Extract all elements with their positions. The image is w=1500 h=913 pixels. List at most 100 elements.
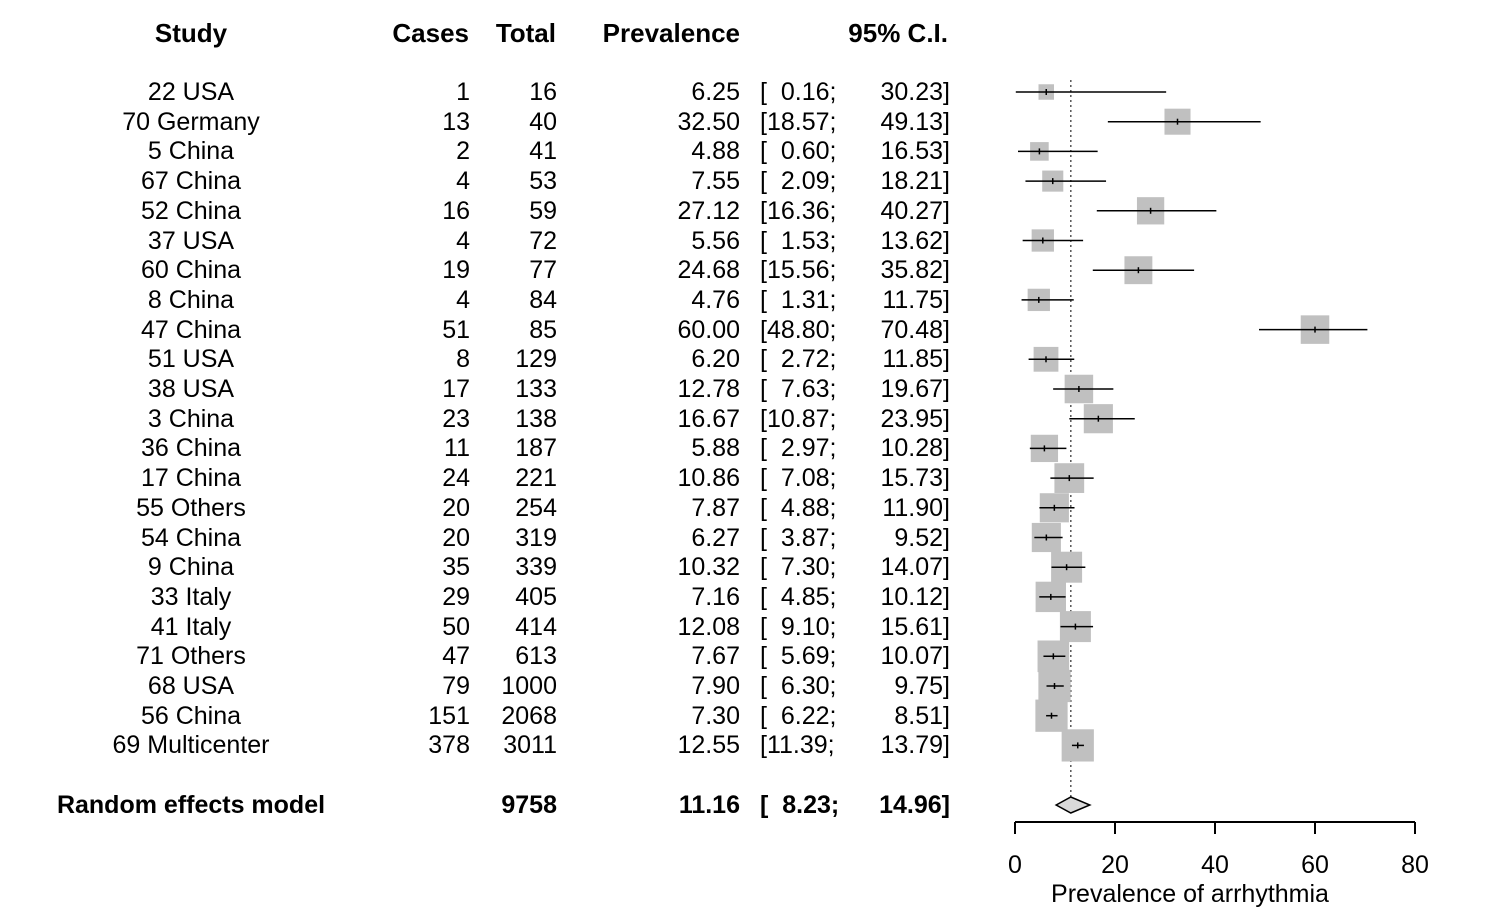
- study-ci: [ 7.08; 15.73]: [760, 464, 950, 493]
- study-ci: [ 0.16; 30.23]: [760, 78, 950, 106]
- study-ci: [ 7.63; 19.67]: [760, 375, 950, 403]
- study-prevalence: 16.67: [677, 404, 740, 433]
- study-prevalence: 4.88: [691, 137, 740, 166]
- table-row: 47 China 51 85 60.00 [48.80; 70.48]: [0, 315, 960, 345]
- study-cases: 13: [442, 107, 470, 136]
- study-total: 16: [529, 78, 557, 106]
- study-prevalence: 4.76: [691, 285, 740, 314]
- study-name: 55 Others: [136, 493, 246, 522]
- study-name: 68 USA: [147, 672, 235, 700]
- table-row: 55 Others 20 254 7.87 [ 4.88; 11.90]: [0, 493, 960, 523]
- study-cases: 50: [442, 612, 470, 641]
- study-cases: 4: [456, 226, 470, 255]
- x-tick-label: 80: [1401, 851, 1429, 879]
- study-total: 53: [529, 167, 557, 196]
- table-row: 9 China 35 339 10.32 [ 7.30; 14.07]: [0, 552, 960, 582]
- study-ci: [ 2.09; 18.21]: [760, 167, 950, 196]
- study-name: 37 USA: [147, 226, 235, 255]
- study-total: 319: [515, 523, 557, 552]
- summary-ci: [ 8.23; 14.96]: [760, 791, 950, 819]
- study-prevalence: 7.30: [691, 701, 740, 730]
- summary-total: 9758: [501, 791, 557, 819]
- study-cases: 8: [456, 345, 470, 374]
- study-ci: [ 0.60; 16.53]: [760, 137, 950, 166]
- study-name: 17 China: [140, 464, 242, 493]
- header-total: Total: [495, 18, 556, 48]
- study-cases: 11: [444, 434, 470, 463]
- study-prevalence: 60.00: [677, 315, 740, 344]
- header-study: Study: [154, 18, 228, 48]
- study-name: 47 China: [140, 315, 242, 344]
- study-ci: [10.87; 23.95]: [760, 404, 950, 433]
- table-row: 51 USA 8 129 6.20 [ 2.72; 11.85]: [0, 344, 960, 374]
- study-total: 254: [515, 493, 557, 522]
- study-total: 405: [515, 582, 557, 611]
- study-prevalence: 6.20: [691, 345, 740, 374]
- table-row: 41 Italy 50 414 12.08 [ 9.10; 15.61]: [0, 612, 960, 642]
- study-ci: [18.57; 49.13]: [760, 107, 950, 136]
- study-cases: 378: [428, 731, 470, 760]
- study-prevalence: 12.78: [677, 375, 740, 403]
- table-row: 69 Multicenter 378 3011 12.55 [11.39; 13.79]: [0, 730, 960, 760]
- study-name: 67 China: [140, 167, 242, 196]
- table-row: 38 USA 17 133 12.78 [ 7.63; 19.67]: [0, 374, 960, 404]
- study-prevalence: 12.08: [677, 612, 740, 641]
- study-ci: [ 4.88; 11.90]: [760, 493, 950, 522]
- study-prevalence: 32.50: [677, 107, 740, 136]
- study-ci: [ 5.69; 10.07]: [760, 642, 950, 671]
- study-cases: 151: [428, 701, 470, 730]
- table-row: 17 China 24 221 10.86 [ 7.08; 15.73]: [0, 463, 960, 493]
- summary-prevalence: 11.16: [678, 791, 740, 819]
- study-ci: [ 1.31; 11.75]: [760, 285, 950, 314]
- study-total: 84: [529, 285, 557, 314]
- study-cases: 29: [442, 582, 470, 611]
- study-name: 38 USA: [147, 375, 235, 403]
- study-ci: [ 6.30; 9.75]: [760, 672, 950, 700]
- x-tick-label: 0: [1008, 851, 1022, 879]
- study-ci: [ 7.30; 14.07]: [760, 553, 950, 582]
- study-prevalence: 5.88: [691, 434, 740, 463]
- study-name: 22 USA: [147, 78, 235, 106]
- study-cases: 4: [456, 285, 470, 314]
- study-name: 52 China: [140, 196, 242, 225]
- study-name: 41 Italy: [150, 612, 232, 641]
- study-cases: 19: [442, 256, 470, 285]
- study-total: 41: [529, 137, 557, 166]
- study-cases: 2: [456, 137, 470, 166]
- summary-diamond: [1054, 796, 1092, 814]
- study-total: 221: [515, 464, 557, 493]
- table-row: 33 Italy 29 405 7.16 [ 4.85; 10.12]: [0, 582, 960, 612]
- summary-row: Random effects model 9758 11.16 [ 8.23; 14.9…: [0, 790, 960, 820]
- study-total: 414: [515, 612, 557, 641]
- study-cases: 17: [442, 375, 470, 403]
- table-row: 70 Germany 13 40 32.50 [18.57; 49.13]: [0, 107, 960, 137]
- table-row: 8 China 4 84 4.76 [ 1.31; 11.75]: [0, 285, 960, 315]
- study-prevalence: 12.55: [677, 731, 740, 760]
- study-ci: [16.36; 40.27]: [760, 196, 950, 225]
- study-total: 72: [529, 226, 557, 255]
- study-total: 339: [515, 553, 557, 582]
- study-total: 40: [529, 107, 557, 136]
- study-prevalence: 7.67: [691, 642, 740, 671]
- study-ci: [ 1.53; 13.62]: [760, 226, 950, 255]
- table-row: 3 China 23 138 16.67 [10.87; 23.95]: [0, 404, 960, 434]
- study-name: 36 China: [140, 434, 242, 463]
- x-tick-label: 20: [1101, 851, 1129, 879]
- study-prevalence: 7.90: [691, 672, 740, 700]
- study-cases: 51: [442, 315, 470, 344]
- study-ci: [ 2.72; 11.85]: [760, 345, 950, 374]
- study-prevalence: 6.25: [691, 78, 740, 106]
- study-cases: 20: [442, 523, 470, 552]
- study-name: 5 China: [147, 137, 235, 166]
- study-name: 8 China: [147, 285, 235, 314]
- table-row: 56 China 151 2068 7.30 [ 6.22; 8.51]: [0, 701, 960, 731]
- study-total: 138: [515, 404, 557, 433]
- study-total: 77: [529, 256, 557, 285]
- study-cases: 24: [442, 464, 470, 493]
- study-total: 3011: [503, 731, 557, 760]
- table-row: 22 USA 1 16 6.25 [ 0.16; 30.23]: [0, 77, 960, 107]
- study-total: 1000: [501, 672, 557, 700]
- study-prevalence: 6.27: [691, 523, 740, 552]
- study-cases: 4: [456, 167, 470, 196]
- study-name: 70 Germany: [122, 107, 260, 136]
